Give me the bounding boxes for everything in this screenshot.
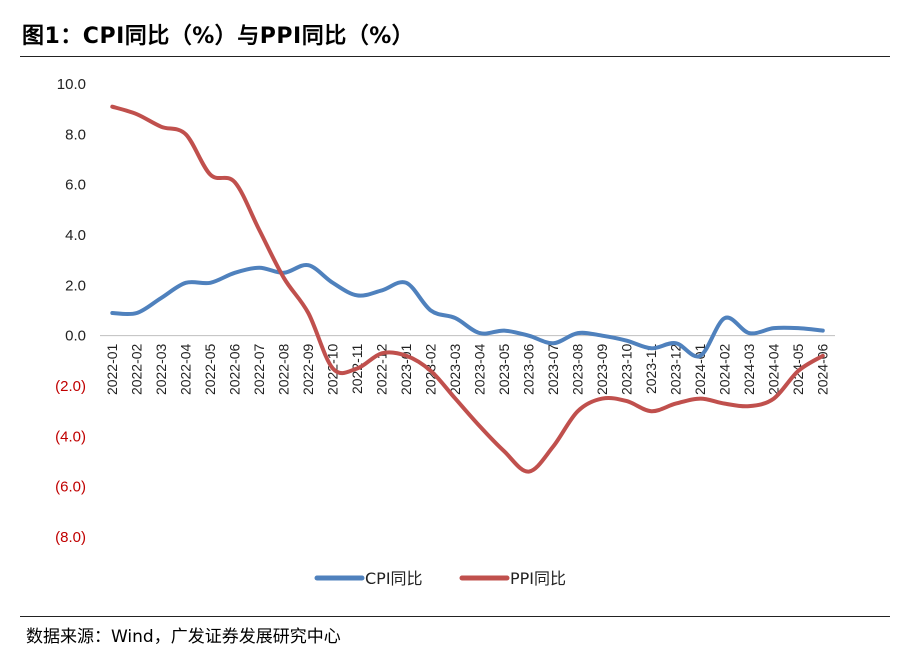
x-tick-label: 2024-04 [766,343,782,395]
x-tick-label: 2023-03 [447,343,463,395]
legend: CPI同比 PPI同比 [314,569,566,588]
y-tick-label: 6.0 [65,177,86,194]
x-tick-label: 2024-02 [717,343,733,395]
x-tick-label: 2023-07 [545,343,561,395]
x-tick-label: 2022-02 [129,343,145,395]
series-line-ppi [110,104,825,474]
x-tick-label: 2022-04 [178,343,194,395]
x-tick-label: 2023-04 [472,343,488,395]
bottom-rule [20,616,890,617]
series-layer [110,104,825,474]
x-tick-label: 2023-08 [570,343,586,395]
chart-title: 图1：CPI同比（%）与PPI同比（%） [22,24,415,49]
series-line-cpi [110,263,825,359]
x-tick-label: 2024-06 [815,343,831,395]
x-tick-label: 2022-08 [276,343,292,395]
y-tick-label: 4.0 [65,227,86,244]
x-tick-label: 2022-03 [153,343,169,395]
x-tick-label: 2023-10 [619,343,635,395]
y-tick-label: 2.0 [65,277,86,294]
y-axis: 10.0 8.0 6.0 4.0 2.0 0.0 (2.0) (4.0) (6.0) (8.0) [55,76,86,546]
x-tick-label: 2023-12 [668,343,684,395]
y-tick-label: (8.0) [55,529,86,546]
top-rule [20,56,890,57]
x-tick-label: 2022-09 [300,343,316,395]
x-tick-label: 2022-01 [104,343,120,395]
y-tick-label: (2.0) [55,378,86,395]
legend-label-cpi: CPI同比 [365,569,423,588]
x-tick-label: 2023-05 [496,343,512,395]
x-tick-label: 2023-11 [643,343,659,394]
x-tick-label: 2022-06 [227,343,243,395]
x-tick-label: 2022-07 [251,343,267,395]
y-tick-label: (6.0) [55,479,86,496]
x-tick-label: 2022-05 [202,343,218,395]
y-tick-label: (4.0) [55,428,86,445]
y-tick-label: 0.0 [65,328,86,345]
line-chart: 10.08.06.04.02.00.0(2.0)(4.0)(6.0)(8.0) … [55,76,835,588]
y-tick-label: 8.0 [65,126,86,143]
x-tick-label: 2023-09 [594,343,610,395]
x-axis: 2022-01 2022-02 2022-03 2022-04 2022-05 2022-… [100,335,835,395]
legend-label-ppi: PPI同比 [510,569,566,588]
y-tick-label: 10.0 [57,76,86,93]
x-tick-label: 2023-06 [521,343,537,395]
source-note: 数据来源：Wind，广发证券发展研究中心 [26,627,341,647]
x-tick-label: 2023-01 [398,343,414,395]
x-tick-label: 2024-03 [741,343,757,395]
